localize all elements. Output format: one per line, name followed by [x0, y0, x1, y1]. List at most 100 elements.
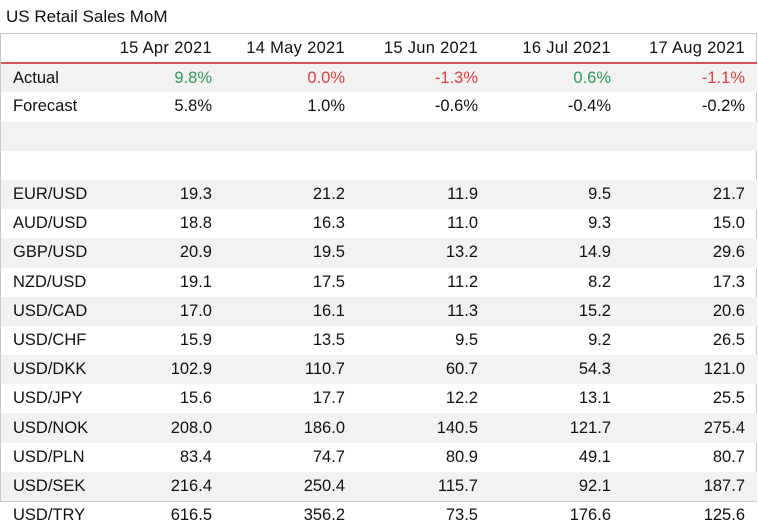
table-cell: -0.6% [434, 97, 478, 116]
table-cell: 17.5 [312, 272, 345, 291]
table-cell: 20.6 [712, 301, 745, 320]
column-header: 16 Jul 2021 [522, 38, 611, 57]
table-cell: 9.5 [588, 185, 611, 204]
table-row [1, 121, 757, 151]
table-cell: 121.0 [703, 360, 745, 379]
row-label: USD/DKK [13, 360, 87, 379]
table-cell: 49.1 [578, 447, 611, 466]
table-cell: 25.5 [712, 389, 745, 408]
table-row: GBP/USD 20.9 19.5 13.2 14.9 29.6 [1, 238, 757, 268]
table-cell: 13.1 [578, 389, 611, 408]
row-label [1, 151, 91, 180]
table-cell [623, 151, 757, 180]
table-row: USD/DKK 102.9 110.7 60.7 54.3 121.0 [1, 355, 757, 385]
table-cell: 15.0 [712, 214, 745, 233]
table-cell: 0.0% [307, 68, 345, 87]
table-cell: 9.5 [455, 330, 478, 349]
table-cell: 140.5 [436, 418, 478, 437]
table-cell: 26.5 [712, 330, 745, 349]
table-cell: 83.4 [179, 447, 212, 466]
row-label: Actual [13, 68, 59, 87]
table-cell: 21.2 [312, 185, 345, 204]
row-label: USD/NOK [13, 418, 89, 437]
table-cell: 29.6 [712, 243, 745, 262]
table-row [1, 151, 757, 180]
table-cell [224, 151, 357, 180]
table-row: Actual 9.8% 0.0% -1.3% 0.6% -1.1% [1, 63, 757, 93]
retail-sales-table: 15 Apr 2021 14 May 2021 15 Jun 2021 16 J… [1, 34, 757, 530]
row-label: USD/TRY [13, 506, 86, 525]
table-cell: 8.2 [588, 272, 611, 291]
table-row: NZD/USD 19.1 17.5 11.2 8.2 17.3 [1, 268, 757, 297]
table-cell [91, 151, 224, 180]
table-cell [357, 122, 490, 151]
table-cell: 11.2 [447, 272, 478, 291]
table-cell: 17.7 [312, 389, 345, 408]
table-cell [490, 122, 623, 151]
table-cell: 216.4 [170, 476, 212, 495]
table-cell [91, 122, 224, 151]
table-cell: 20.9 [179, 243, 212, 262]
table-cell: 17.0 [179, 301, 212, 320]
table-row: USD/PLN 83.4 74.7 80.9 49.1 80.7 [1, 443, 757, 472]
table-cell: 15.9 [179, 330, 212, 349]
table-cell: 11.3 [447, 301, 478, 320]
table-cell: 60.7 [445, 360, 478, 379]
table-row: EUR/USD 19.3 21.2 11.9 9.5 21.7 [1, 179, 757, 210]
table-cell: 125.6 [703, 506, 745, 525]
table-cell [490, 151, 623, 180]
table-cell: 14.9 [578, 243, 611, 262]
header-row: 15 Apr 2021 14 May 2021 15 Jun 2021 16 J… [1, 34, 757, 64]
table-cell: 0.6% [573, 68, 611, 87]
table-row: AUD/USD 18.8 16.3 11.0 9.3 15.0 [1, 209, 757, 238]
table-cell: 54.3 [578, 360, 611, 379]
row-label: EUR/USD [13, 185, 88, 204]
row-label: GBP/USD [13, 243, 88, 262]
table-row: USD/JPY 15.6 17.7 12.2 13.1 25.5 [1, 384, 757, 413]
column-header [1, 34, 91, 63]
row-label: USD/SEK [13, 476, 86, 495]
table-cell: 16.1 [312, 301, 345, 320]
table-cell: 356.2 [303, 506, 345, 525]
table-cell: 17.3 [712, 272, 745, 291]
table-cell: 9.2 [588, 330, 611, 349]
table-cell: 16.3 [312, 214, 345, 233]
table-cell: 275.4 [703, 418, 745, 437]
table-cell [224, 122, 357, 151]
table-cell: 187.7 [703, 476, 745, 495]
table-cell: 11.0 [447, 214, 478, 233]
table-cell: 15.2 [578, 301, 611, 320]
table-row: USD/TRY 616.5 356.2 73.5 176.6 125.6 [1, 501, 757, 530]
table-cell: -0.4% [567, 97, 611, 116]
table-cell [357, 151, 490, 180]
table-cell: 19.5 [312, 243, 345, 262]
table-title: US Retail Sales MoM [6, 7, 168, 26]
table-cell: 121.7 [569, 418, 611, 437]
table-cell: 13.2 [445, 243, 478, 262]
row-label: USD/JPY [13, 389, 83, 408]
row-label: Forecast [13, 97, 78, 116]
column-header: 17 Aug 2021 [649, 38, 745, 57]
table-cell: -1.3% [434, 68, 478, 87]
table-cell: 80.9 [445, 447, 478, 466]
table-cell: 13.5 [312, 330, 345, 349]
row-label: USD/PLN [13, 447, 85, 466]
table-cell: 186.0 [303, 418, 345, 437]
table-cell: 21.7 [712, 185, 745, 204]
table-cell: 102.9 [170, 360, 212, 379]
table-cell [623, 122, 757, 151]
data-table-container: 15 Apr 2021 14 May 2021 15 Jun 2021 16 J… [0, 33, 757, 524]
table-cell: 250.4 [303, 476, 345, 495]
table-cell: -1.1% [701, 68, 745, 87]
table-cell: 115.7 [437, 476, 478, 495]
table-cell: 1.0% [307, 97, 345, 116]
column-header: 14 May 2021 [246, 38, 345, 57]
table-row: USD/SEK 216.4 250.4 115.7 92.1 187.7 [1, 471, 757, 501]
table-row: USD/CAD 17.0 16.1 11.3 15.2 20.6 [1, 296, 757, 326]
table-cell: 73.5 [445, 506, 478, 525]
table-cell: 19.3 [179, 185, 212, 204]
table-cell: 208.0 [170, 418, 212, 437]
column-header: 15 Apr 2021 [119, 38, 212, 57]
table-row: USD/CHF 15.9 13.5 9.5 9.2 26.5 [1, 326, 757, 355]
column-header: 15 Jun 2021 [383, 38, 478, 57]
